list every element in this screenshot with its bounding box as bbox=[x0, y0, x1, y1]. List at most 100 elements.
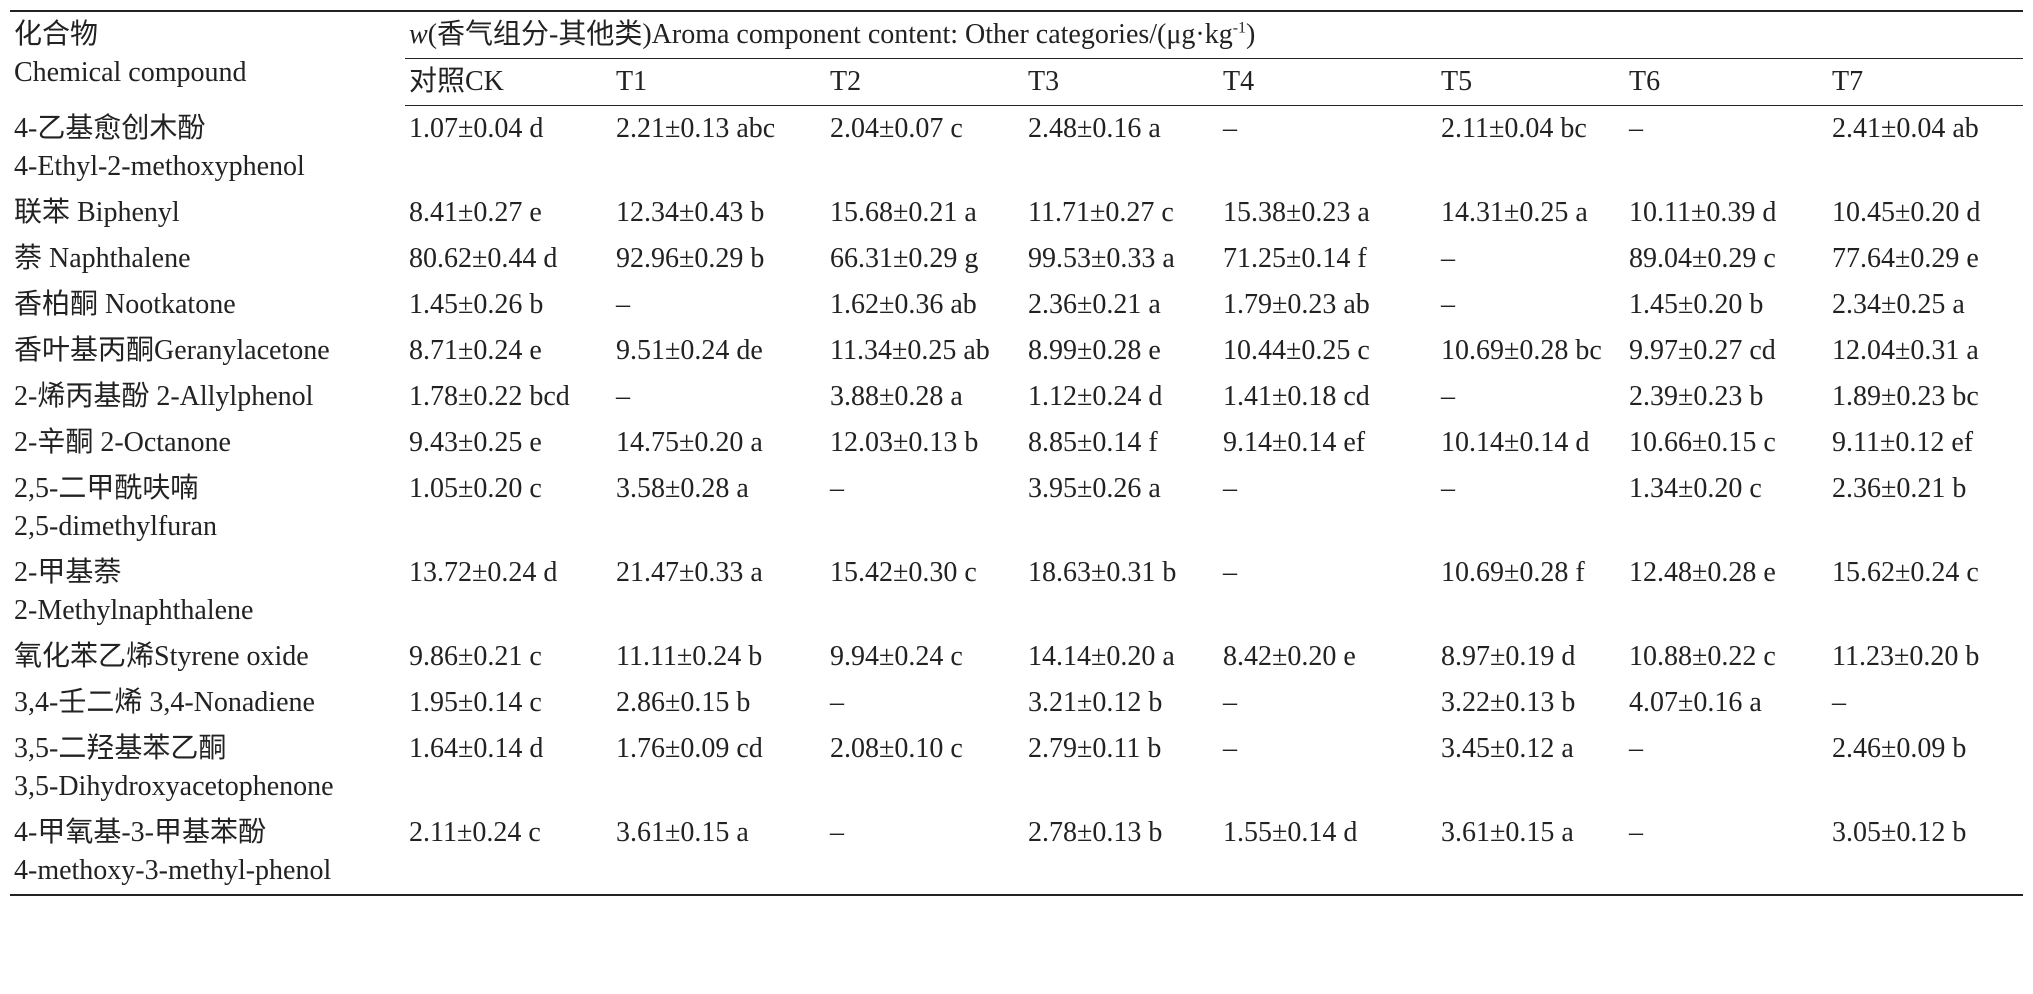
value-cell: 71.25±0.14 f bbox=[1223, 242, 1367, 274]
value-cell: 9.51±0.24 de bbox=[616, 334, 763, 366]
column-row: 对照CK T1 T2 T3 T4 T5 T6 T7 bbox=[10, 58, 2024, 106]
compound-cell: 香叶基丙酮Geranylacetone bbox=[10, 328, 405, 374]
value-cell: 2.36±0.21 a bbox=[1028, 288, 1161, 320]
compound-line: 3,5-Dihydroxyacetophenone bbox=[14, 770, 334, 802]
value-cell: 8.99±0.28 e bbox=[1028, 334, 1161, 366]
value-cell: 9.11±0.12 ef bbox=[1832, 426, 1974, 458]
table-row: 3,5-二羟基苯乙酮 3,5-Dihydroxyacetophenone 1.64±… bbox=[10, 726, 2023, 810]
value-cell: 12.03±0.13 b bbox=[830, 426, 979, 458]
compound-cell: 3,5-二羟基苯乙酮 3,5-Dihydroxyacetophenone bbox=[10, 726, 405, 810]
value-cell: – bbox=[830, 472, 844, 504]
value-cell: 1.55±0.14 d bbox=[1219, 809, 1437, 896]
compound-cell: 3,4-壬二烯 3,4-Nonadiene bbox=[10, 680, 405, 726]
header-line: 化合物 bbox=[14, 19, 99, 50]
value-cell: 15.42±0.30 c bbox=[830, 556, 977, 588]
value-cell: – bbox=[826, 809, 1024, 896]
compound-line: 2,5-dimethylfuran bbox=[14, 510, 217, 542]
superscript: -1 bbox=[1232, 19, 1247, 37]
value-cell: 13.72±0.24 d bbox=[409, 556, 558, 588]
value-cell: 10.69±0.28 f bbox=[1441, 556, 1585, 588]
value-cell: – bbox=[1223, 472, 1237, 504]
value-cell: 3.22±0.13 b bbox=[1441, 686, 1576, 718]
value-cell: 10.14±0.14 d bbox=[1441, 426, 1590, 458]
value-cell: 1.76±0.09 cd bbox=[616, 732, 763, 764]
value-cell: 10.44±0.25 c bbox=[1223, 334, 1370, 366]
value-cell: 2.86±0.15 b bbox=[616, 686, 751, 718]
value-cell: 2.04±0.07 c bbox=[830, 113, 963, 144]
value-cell: 2.34±0.25 a bbox=[1832, 288, 1965, 320]
value-cell: 8.41±0.27 e bbox=[409, 196, 542, 228]
value-cell: 12.04±0.31 a bbox=[1832, 334, 1979, 366]
value-cell: 9.14±0.14 ef bbox=[1223, 426, 1366, 458]
value-cell: 8.71±0.24 e bbox=[409, 334, 542, 366]
value-cell: 9.86±0.21 c bbox=[409, 640, 542, 672]
compound-cell: 联苯 Biphenyl bbox=[10, 190, 405, 236]
value-cell: 89.04±0.29 c bbox=[1629, 242, 1776, 274]
value-cell: 18.63±0.31 b bbox=[1028, 556, 1177, 588]
value-cell: 11.71±0.27 c bbox=[1028, 196, 1174, 228]
value-cell: 15.62±0.24 c bbox=[1832, 556, 1979, 588]
value-cell: – bbox=[616, 380, 630, 412]
value-cell: 14.75±0.20 a bbox=[616, 426, 763, 458]
value-cell: 1.41±0.18 cd bbox=[1223, 380, 1370, 412]
compound-line: 联苯 Biphenyl bbox=[14, 196, 180, 228]
value-cell: 3.45±0.12 a bbox=[1441, 732, 1574, 764]
compound-line: 氧化苯乙烯Styrene oxide bbox=[14, 640, 309, 672]
value-cell: 4.07±0.16 a bbox=[1629, 686, 1762, 718]
compound-line: 4-methoxy-3-methyl-phenol bbox=[14, 854, 332, 886]
value-cell: – bbox=[1441, 380, 1455, 412]
value-cell: 2.36±0.21 b bbox=[1832, 472, 1967, 504]
value-cell: 2.48±0.16 a bbox=[1028, 113, 1161, 144]
value-cell: 14.31±0.25 a bbox=[1441, 196, 1588, 228]
table-row: 萘 Naphthalene 80.62±0.44 d 92.96±0.29 b 66.… bbox=[10, 236, 2023, 282]
value-cell: – bbox=[1223, 556, 1237, 588]
table-row: 4-乙基愈创木酚 4-Ethyl-2-methoxyphenol 1.07±0.04… bbox=[10, 106, 2023, 190]
value-cell: – bbox=[1832, 686, 1846, 718]
compound-cell: 2-甲基萘 2-Methylnaphthalene bbox=[10, 550, 405, 634]
compound-line: 香柏酮 Nootkatone bbox=[14, 288, 236, 320]
data-table: 化合物 Chemical compound w(香气组分-其他类)Aroma co… bbox=[10, 10, 2024, 896]
value-cell: 3.95±0.26 a bbox=[1028, 472, 1161, 504]
value-cell: – bbox=[830, 686, 844, 718]
value-cell: – bbox=[1441, 288, 1455, 320]
value-cell: 2.08±0.10 c bbox=[830, 732, 963, 764]
value-cell: 2.11±0.04 bc bbox=[1441, 113, 1587, 144]
table-row: 香柏酮 Nootkatone 1.45±0.26 b – 1.62±0.36 ab 2.… bbox=[10, 282, 2023, 328]
value-cell: – bbox=[1223, 686, 1237, 718]
value-cell: 92.96±0.29 b bbox=[616, 242, 765, 274]
value-cell: 2.78±0.13 b bbox=[1024, 809, 1219, 896]
value-cell: 2.79±0.11 b bbox=[1028, 732, 1162, 764]
value-cell: 10.69±0.28 bc bbox=[1441, 334, 1602, 366]
compound-cell: 萘 Naphthalene bbox=[10, 236, 405, 282]
value-cell: 66.31±0.29 g bbox=[830, 242, 979, 274]
value-cell: 1.12±0.24 d bbox=[1028, 380, 1163, 412]
table-row: 氧化苯乙烯Styrene oxide 9.86±0.21 c 11.11±0.24 … bbox=[10, 634, 2023, 680]
value-cell: – bbox=[1223, 732, 1237, 764]
compound-cell: 2-烯丙基酚 2-Allylphenol bbox=[10, 374, 405, 420]
value-cell: 2.46±0.09 b bbox=[1832, 732, 1967, 764]
value-cell: 10.11±0.39 d bbox=[1629, 196, 1777, 228]
value-cell: – bbox=[1629, 732, 1643, 764]
table-body: 4-乙基愈创木酚 4-Ethyl-2-methoxyphenol 1.07±0.04… bbox=[10, 106, 2024, 896]
value-cell: 3.88±0.28 a bbox=[830, 380, 963, 412]
value-cell: 1.45±0.26 b bbox=[409, 288, 544, 320]
table-row: 2-辛酮 2-Octanone 9.43±0.25 e 14.75±0.20 a 12… bbox=[10, 420, 2023, 466]
variable: w bbox=[409, 19, 428, 50]
value-cell: 11.23±0.20 b bbox=[1832, 640, 1980, 672]
value-cell: 3.61±0.15 a bbox=[612, 809, 826, 896]
column-header: T5 bbox=[1437, 58, 1625, 106]
compound-cell: 4-甲氧基-3-甲基苯酚 4-methoxy-3-methyl-phenol bbox=[10, 809, 405, 896]
value-cell: – bbox=[1629, 113, 1643, 144]
value-cell: 1.79±0.23 ab bbox=[1223, 288, 1370, 320]
value-cell: – bbox=[1223, 113, 1237, 144]
value-cell: 1.64±0.14 d bbox=[409, 732, 544, 764]
value-cell: 12.34±0.43 b bbox=[616, 196, 765, 228]
value-cell: – bbox=[1441, 242, 1455, 274]
column-header: T3 bbox=[1024, 58, 1219, 106]
value-cell: 2.39±0.23 b bbox=[1629, 380, 1764, 412]
value-cell: 21.47±0.33 a bbox=[616, 556, 763, 588]
value-cell: 1.05±0.20 c bbox=[409, 472, 542, 504]
table-row: 3,4-壬二烯 3,4-Nonadiene 1.95±0.14 c 2.86±0.1… bbox=[10, 680, 2023, 726]
value-cell: 12.48±0.28 e bbox=[1629, 556, 1776, 588]
